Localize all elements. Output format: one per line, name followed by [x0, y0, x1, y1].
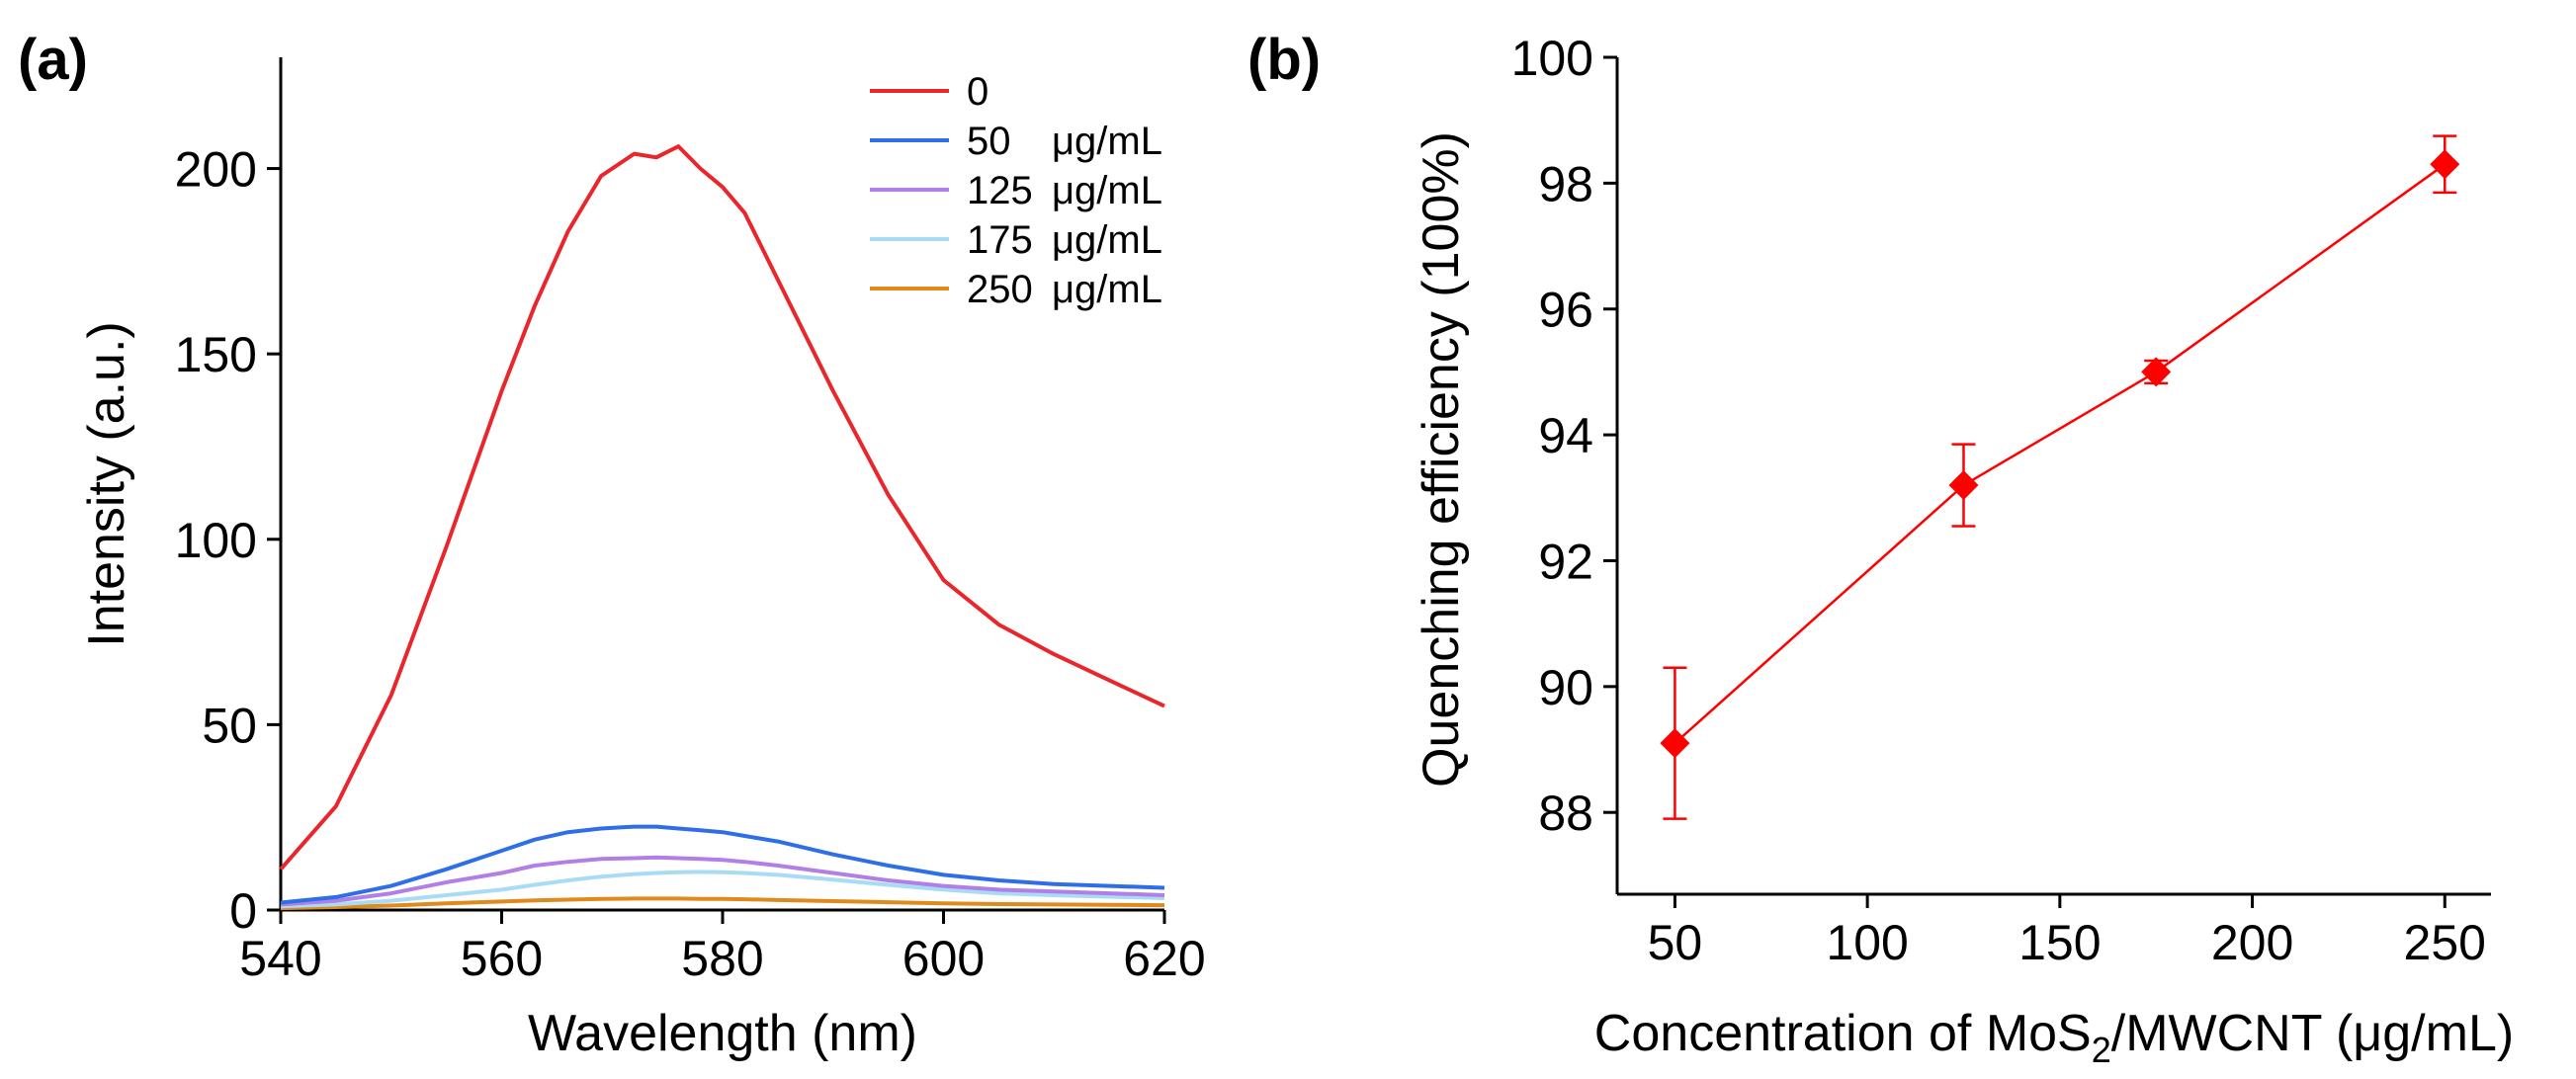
panel-b-data-point [2141, 357, 2172, 387]
panel-b-y-ticks: 88 90 92 94 96 98 100 [1511, 31, 1617, 841]
panel-b-x-axis-label: Concentration of MoS2/MWCNT (μg/mL) [1594, 1005, 2514, 1070]
panel-b-quenching-chart: (b) 50 100 150 200 250 88 90 92 94 96 98 100 Conce… [1247, 28, 2514, 1070]
panel-a-legend-entry-label: 250 [967, 268, 1033, 311]
panel-a-y-ticks: 0 50 100 150 200 [175, 142, 281, 939]
panel-a-series [279, 144, 1165, 911]
panel-a-legend-entry-label: 50 [967, 120, 1011, 163]
panel-a-y-tick-label: 200 [175, 142, 257, 198]
panel-a-x-tick-label: 540 [239, 931, 321, 986]
panel-b-x-tick-label: 50 [1648, 915, 1703, 970]
panel-a-series-line-175 [280, 870, 1165, 909]
panel-b-x-tick-label: 100 [1826, 915, 1908, 970]
panel-b-x-tick-label: 150 [2018, 915, 2101, 970]
panel-a-y-tick-label: 100 [175, 513, 257, 568]
panel-a-legend: 0 50 μg/mL 125 μg/mL 175 μg/mL 250 μg/mL [870, 70, 1162, 311]
panel-b-y-tick-label: 92 [1538, 534, 1593, 589]
panel-a-x-tick-label: 560 [461, 931, 543, 986]
panel-a-legend-entry-label: 125 [967, 169, 1033, 212]
panel-a-series-line-0 [279, 144, 1165, 872]
panel-b-series-line [1674, 163, 2447, 745]
panel-b-data-point [2430, 149, 2460, 180]
panel-a-legend-entry-unit: μg/mL [1052, 268, 1162, 311]
panel-b-x-tick-label: 200 [2211, 915, 2293, 970]
panel-a-x-ticks: 540 560 580 600 620 [239, 910, 1206, 986]
panel-b-data-point [1948, 470, 1979, 501]
panel-a-y-tick-label: 150 [175, 327, 257, 382]
panel-b-y-axis-label: Quenching efficiency (100%) [1413, 131, 1470, 788]
panel-b-label: (b) [1247, 28, 1321, 92]
panel-a-spectra-chart: (a) 540 560 580 600 620 0 50 100 150 200 Wavelen… [18, 28, 1206, 1062]
panel-a-x-tick-label: 600 [902, 931, 985, 986]
panel-a-series-line-125 [280, 855, 1165, 907]
panel-b-y-tick-label: 98 [1538, 156, 1593, 211]
panel-b-y-tick-label: 96 [1538, 283, 1593, 338]
panel-b-y-tick-label: 90 [1538, 660, 1593, 715]
panel-b-series [1660, 134, 2460, 820]
panel-a-series-line-50 [280, 824, 1165, 905]
panel-a-legend-entry-unit: μg/mL [1052, 169, 1162, 212]
panel-a-legend-entry-label: 175 [967, 218, 1033, 262]
panel-b-x-ticks: 50 100 150 200 250 [1648, 894, 2486, 970]
panel-b-axes [1615, 57, 2491, 896]
panel-a-y-axis-label: Intensity (a.u.) [78, 321, 135, 646]
panel-b-y-tick-label: 88 [1538, 786, 1593, 841]
panel-a-legend-entry-unit: μg/mL [1052, 218, 1162, 262]
panel-a-legend-entry-label: 0 [967, 70, 988, 114]
panel-a-series-line-250 [280, 896, 1165, 911]
panel-a-x-tick-label: 620 [1123, 931, 1205, 986]
panel-a-x-axis-label: Wavelength (nm) [528, 1005, 917, 1062]
panel-b-y-tick-label: 94 [1538, 408, 1593, 463]
panel-a-label: (a) [18, 28, 88, 92]
panel-a-y-tick-label: 50 [202, 698, 257, 753]
panel-a-y-tick-label: 0 [229, 883, 257, 939]
panel-b-x-tick-label: 250 [2404, 915, 2486, 970]
panel-a-legend-entry-unit: μg/mL [1052, 120, 1162, 163]
panel-a-x-tick-label: 580 [681, 931, 763, 986]
panel-b-data-point [1660, 728, 1690, 759]
panel-b-y-tick-label: 100 [1511, 31, 1593, 86]
